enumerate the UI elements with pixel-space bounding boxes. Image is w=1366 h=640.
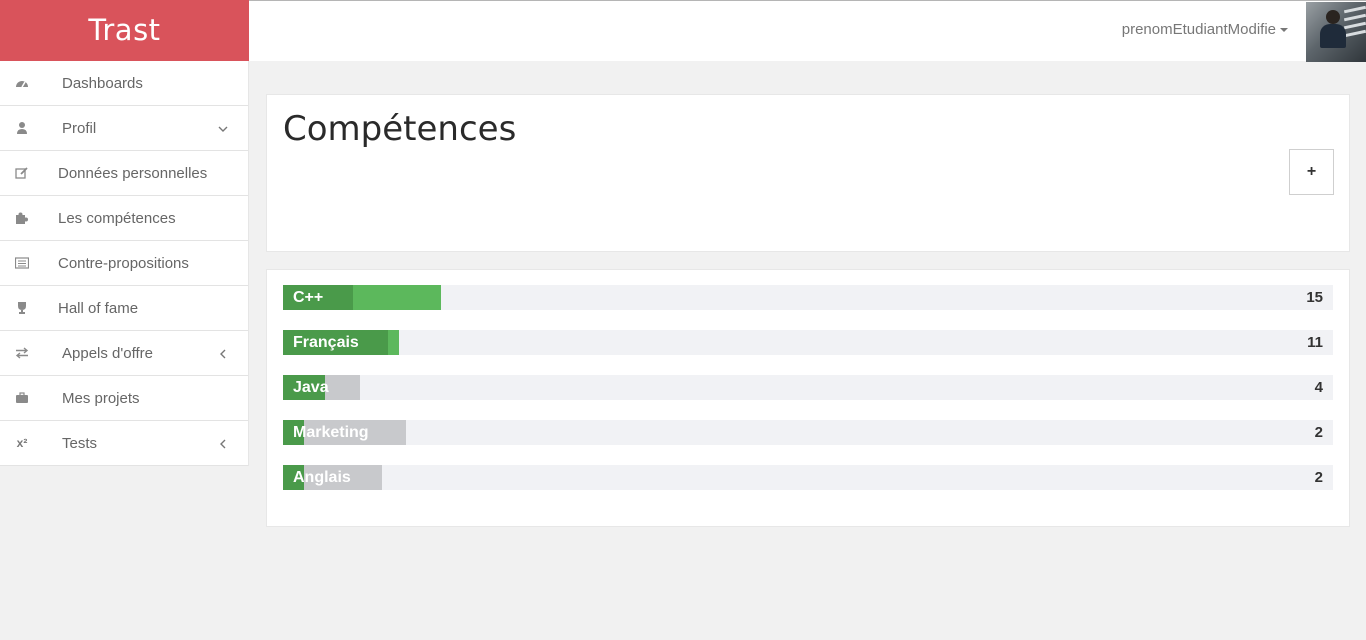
skill-name: Marketing bbox=[293, 424, 369, 441]
skill-count: 15 bbox=[1306, 289, 1323, 306]
sidebar-item-label: Hall of fame bbox=[58, 299, 139, 317]
briefcase-icon bbox=[15, 391, 29, 405]
sidebar-item-donnees-personnelles[interactable]: Données personnelles bbox=[0, 151, 248, 196]
puzzle-icon bbox=[15, 211, 29, 225]
skill-bar: Java 4 bbox=[283, 375, 1333, 400]
skill-bar: Français 11 bbox=[283, 330, 1333, 355]
skill-bar-dark-fill bbox=[283, 285, 354, 310]
skill-count: 2 bbox=[1314, 424, 1323, 441]
sidebar-item-hall-of-fame[interactable]: Hall of fame bbox=[0, 286, 248, 331]
sidebar-item-competences[interactable]: Les compétences bbox=[0, 196, 248, 241]
skill-count: 11 bbox=[1307, 334, 1323, 351]
skill-bar: Anglais 2 bbox=[283, 465, 1333, 490]
caret-down-icon bbox=[1280, 27, 1288, 32]
exchange-icon bbox=[15, 346, 29, 360]
sidebar-item-label: Mes projets bbox=[62, 389, 140, 407]
brand-logo[interactable]: Trast bbox=[0, 0, 249, 61]
add-competence-button[interactable]: + bbox=[1289, 149, 1334, 195]
sidebar-item-label: Tests bbox=[62, 434, 98, 452]
sidebar-item-contre-propositions[interactable]: Contre-propositions bbox=[0, 241, 248, 286]
sidebar-item-label: Appels d'offre bbox=[62, 344, 153, 362]
trophy-icon bbox=[15, 301, 29, 315]
sidebar-item-label: Dashboards bbox=[62, 74, 143, 92]
skill-bar-dark-fill bbox=[283, 465, 304, 490]
skill-count: 2 bbox=[1314, 469, 1323, 486]
page-header-box: Compétences + bbox=[266, 94, 1350, 252]
list-icon bbox=[14, 256, 30, 270]
page-title: Compétences bbox=[283, 109, 517, 149]
sidebar-item-tests[interactable]: x² Tests bbox=[0, 421, 248, 466]
sidebar-item-label: Données personnelles bbox=[58, 164, 208, 182]
skill-name: Anglais bbox=[293, 469, 351, 486]
sidebar-item-label: Contre-propositions bbox=[58, 254, 189, 272]
skill-bar-dark-fill bbox=[283, 330, 388, 355]
top-navbar: prenomEtudiantModifie bbox=[249, 0, 1366, 62]
chevron-down-icon bbox=[218, 122, 228, 134]
sidebar-item-label: Profil bbox=[62, 119, 97, 137]
sidebar-item-mes-projets[interactable]: Mes projets bbox=[0, 376, 248, 421]
sidebar-item-profil[interactable]: Profil bbox=[0, 106, 248, 151]
sidebar-item-label: Les compétences bbox=[58, 209, 176, 227]
skill-name: Java bbox=[293, 379, 329, 396]
user-icon bbox=[15, 121, 29, 135]
skill-bar-dark-fill bbox=[283, 375, 325, 400]
sidebar-item-appels-offre[interactable]: Appels d'offre bbox=[0, 331, 248, 376]
username-label: prenomEtudiantModifie bbox=[1121, 21, 1276, 38]
user-menu-dropdown[interactable]: prenomEtudiantModifie bbox=[1122, 21, 1288, 38]
chevron-left-icon bbox=[218, 437, 228, 449]
skill-bar-dark-fill bbox=[283, 420, 304, 445]
skill-bar: C++ 15 bbox=[283, 285, 1333, 310]
dashboard-icon bbox=[15, 76, 29, 90]
skill-count: 4 bbox=[1314, 379, 1323, 396]
superscript-icon: x² bbox=[16, 436, 28, 450]
skills-panel: C++ 15 Français 11 Java 4 Marketing 2 An… bbox=[266, 269, 1350, 527]
sidebar: Dashboards Profil Données personnelles L… bbox=[0, 61, 249, 466]
skill-bar: Marketing 2 bbox=[283, 420, 1333, 445]
skill-name: C++ bbox=[293, 289, 324, 306]
skill-name: Français bbox=[293, 334, 359, 351]
sidebar-item-dashboards[interactable]: Dashboards bbox=[0, 61, 248, 106]
chevron-left-icon bbox=[218, 347, 228, 359]
edit-icon bbox=[15, 166, 29, 180]
avatar[interactable] bbox=[1306, 2, 1366, 62]
